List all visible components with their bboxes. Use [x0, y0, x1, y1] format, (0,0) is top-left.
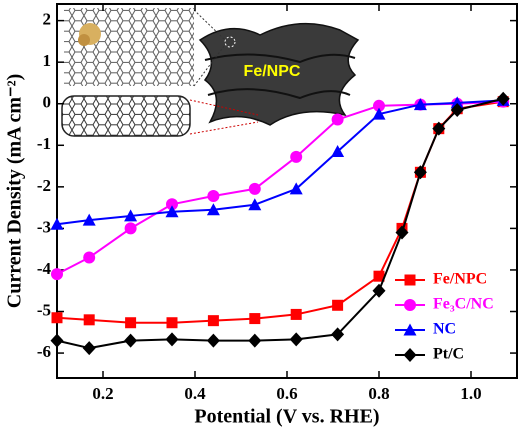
y-tick-label: -1 [37, 134, 51, 153]
marker [450, 96, 464, 109]
sheet-fold [207, 88, 351, 100]
marker [166, 198, 178, 211]
marker [82, 341, 96, 356]
callout [189, 121, 259, 135]
marker [373, 270, 385, 282]
marker [124, 209, 138, 222]
marker [289, 332, 303, 347]
y-tick-label: -3 [37, 217, 51, 236]
legend-marker [404, 299, 416, 311]
y-tick-label: -6 [37, 342, 51, 361]
marker [82, 213, 96, 226]
marker [165, 332, 179, 347]
marker [83, 314, 95, 326]
legend-label: Fe₃C/NC [433, 296, 494, 313]
x-tick-label: 0.2 [92, 384, 113, 403]
marker [51, 312, 63, 324]
marker [290, 308, 302, 320]
x-tick-label: 0.6 [276, 384, 297, 403]
legend-label: Pt/C [433, 346, 464, 363]
marker [331, 327, 345, 342]
marker [290, 150, 303, 163]
y-tick-label: 0 [43, 93, 52, 112]
graphene-sheet [64, 8, 194, 86]
marker [372, 283, 386, 298]
marker [50, 333, 64, 348]
highlight [224, 36, 236, 48]
marker [206, 333, 220, 348]
legend-marker [403, 323, 417, 336]
marker [332, 299, 344, 311]
legend-label: NC [433, 321, 456, 338]
marker [125, 317, 137, 329]
marker [50, 217, 64, 230]
legend-marker [403, 348, 417, 362]
nanotube [61, 95, 191, 137]
marker [413, 98, 427, 111]
y-tick-label: 1 [43, 51, 52, 70]
marker [496, 91, 510, 106]
marker [395, 225, 409, 240]
marker [165, 205, 179, 218]
inset-illustration: Fe/NPC [61, 8, 360, 137]
marker [248, 333, 262, 348]
marker [124, 222, 137, 235]
marker [331, 113, 344, 126]
x-axis-label: Potential (V vs. RHE) [194, 406, 379, 428]
marker [248, 182, 261, 195]
x-tick-label: 0.4 [184, 384, 206, 403]
marker [249, 313, 261, 325]
sheet-fold [204, 53, 356, 64]
marker [450, 102, 464, 117]
y-tick-label: -4 [37, 259, 52, 278]
nanoparticle [78, 34, 90, 46]
inset-label: Fe/NPC [244, 63, 301, 80]
legend-label: Fe/NPC [433, 271, 487, 288]
legend-marker [404, 274, 416, 286]
x-tick-label: 0.8 [368, 384, 389, 403]
plot-frame [56, 3, 518, 379]
marker [124, 333, 138, 348]
y-tick-label: -2 [37, 176, 51, 195]
callout [193, 9, 226, 41]
marker [248, 198, 262, 211]
callout [193, 44, 226, 87]
marker [166, 317, 178, 329]
marker [289, 182, 303, 195]
marker [331, 145, 345, 158]
marker [432, 121, 446, 136]
series-line [56, 97, 504, 350]
series-line [56, 99, 504, 226]
marker [207, 315, 219, 327]
marker [83, 251, 96, 264]
marker [207, 189, 220, 202]
y-tick-label: -5 [37, 300, 51, 319]
marker [373, 99, 385, 112]
marker [372, 107, 386, 120]
marker [206, 203, 220, 216]
x-tick-label: 1.0 [460, 384, 481, 403]
y-axis-label: Current Density (mA cm⁻²) [4, 74, 26, 308]
marker [413, 165, 427, 180]
y-tick-label: 2 [43, 10, 52, 29]
marker [51, 268, 63, 281]
